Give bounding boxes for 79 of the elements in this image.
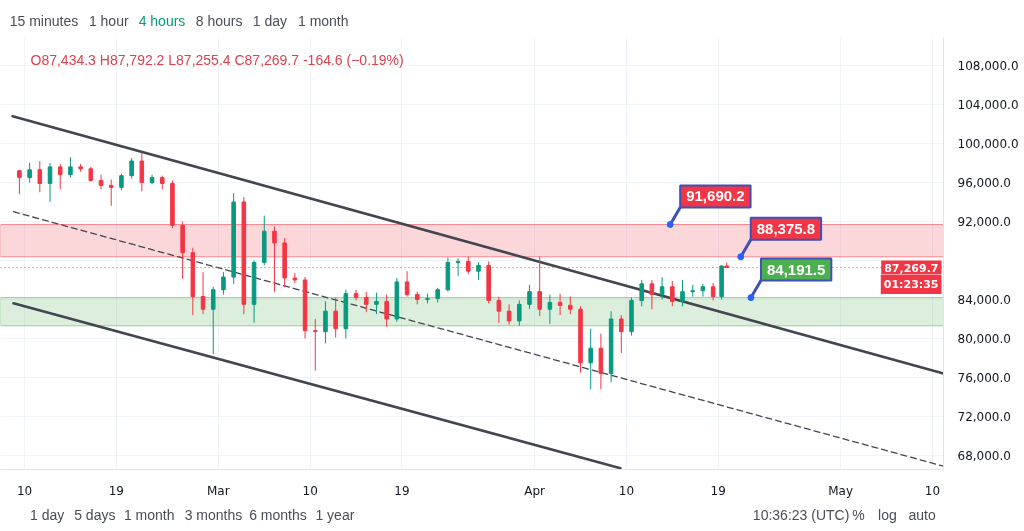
- candlestick: [588, 328, 593, 390]
- x-tick-label: 19: [394, 483, 410, 498]
- y-tick-label: 80,000.0: [957, 331, 1011, 346]
- x-tick-label: Mar: [207, 483, 230, 498]
- y-tick-label: 100,000.0: [957, 136, 1019, 151]
- text: 1 hour: [88, 12, 129, 29]
- annotation: 91,690.2: [686, 187, 745, 205]
- text: 10:36:23 (UTC): [752, 506, 850, 523]
- y-tick-label: 108,000.0: [957, 58, 1019, 73]
- candlestick: [404, 270, 410, 298]
- candlestick: [384, 294, 389, 328]
- candlestick: [557, 293, 563, 316]
- candlestick: [659, 276, 665, 300]
- y-tick-label: 76,000.0: [957, 370, 1011, 385]
- candlestick: [333, 297, 338, 338]
- candlestick: [292, 272, 298, 284]
- candlestick: [129, 157, 134, 180]
- candlestick: [57, 163, 63, 190]
- candlestick: [496, 296, 502, 324]
- candlestick: [200, 271, 206, 315]
- candlestick: [670, 280, 675, 307]
- candlestick: [527, 284, 532, 310]
- text: auto: [908, 506, 936, 523]
- candlestick: [619, 314, 624, 354]
- candlestick: [221, 271, 226, 296]
- text: 1 month: [297, 12, 349, 29]
- annotation: 88,375.8: [756, 219, 816, 237]
- text: 1 day: [29, 506, 65, 523]
- text: 1 year: [315, 506, 355, 523]
- text: 4 hours: [138, 12, 186, 29]
- text: %: [852, 506, 865, 523]
- candlestick: [700, 283, 706, 298]
- candlestick: [363, 291, 369, 313]
- text: 8 hours: [195, 12, 243, 29]
- text: 1 day: [252, 12, 288, 29]
- x-tick-label: May: [828, 483, 854, 498]
- y-tick-label: 92,000.0: [957, 214, 1011, 229]
- y-tick-label: 72,000.0: [957, 409, 1011, 424]
- x-tick-label: 10: [302, 483, 318, 498]
- x-tick-label: Apr: [524, 483, 546, 498]
- x-tick-label: 19: [108, 483, 124, 498]
- candlestick: [17, 169, 22, 195]
- y-tick-label: 104,000.0: [957, 97, 1019, 112]
- candlestick: [98, 174, 104, 190]
- text: log: [878, 506, 897, 523]
- candlestick: [323, 300, 328, 344]
- candlestick: [547, 294, 553, 325]
- text: 6 months: [249, 506, 307, 523]
- y-tick-label: 96,000.0: [957, 175, 1011, 190]
- candlestick: [139, 152, 145, 192]
- y-tick-label: 68,000.0: [957, 448, 1011, 463]
- text: 5 days: [74, 506, 116, 523]
- annotation: O87,434.3 H87,792.2 L87,255.4 C87,269.7 -164.6 (−0.19%): [30, 51, 404, 68]
- candlestick: [68, 156, 73, 179]
- x-tick-label: 10: [16, 483, 33, 498]
- candlestick: [639, 279, 644, 307]
- candlestick: [455, 258, 461, 277]
- text: 15 minutes: [9, 12, 79, 29]
- candlestick: [353, 289, 359, 301]
- ref-line-label: 87,269.7: [884, 261, 939, 275]
- candlestick: [210, 286, 216, 355]
- candlestick: [374, 292, 379, 315]
- annotation: 84,191.5: [766, 260, 826, 278]
- candlestick: [517, 299, 522, 327]
- x-tick-label: 19: [710, 483, 726, 498]
- candlestick: [37, 160, 43, 193]
- candlestick: [506, 303, 512, 326]
- candlestick: [27, 162, 32, 183]
- text: 1 month: [123, 506, 175, 523]
- x-tick-label: 10: [924, 483, 941, 498]
- candlestick: [649, 279, 655, 310]
- x-tick-label: 10: [618, 483, 635, 498]
- candlestick: [108, 179, 114, 207]
- candlestick: [312, 318, 318, 372]
- text: 3 months: [184, 506, 243, 523]
- y-tick-label: 84,000.0: [957, 292, 1011, 307]
- candlestick: [680, 279, 685, 307]
- candlestick: [47, 162, 53, 203]
- annotation: 01:23:35: [883, 278, 939, 292]
